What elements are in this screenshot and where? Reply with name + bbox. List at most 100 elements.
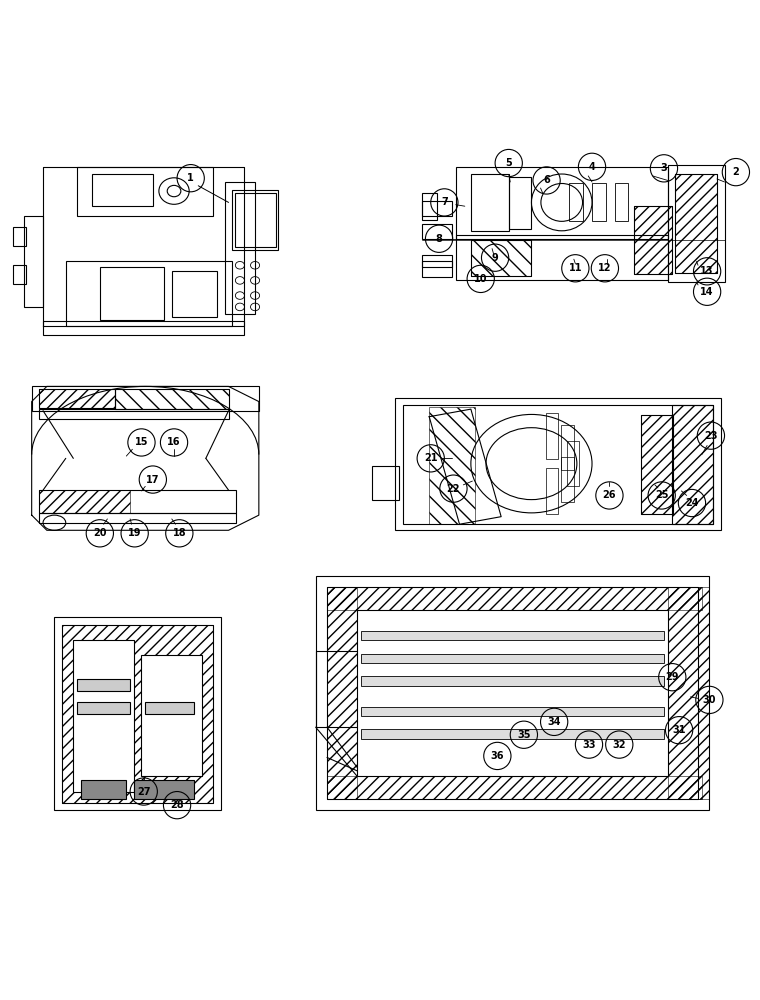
Bar xyxy=(115,389,229,409)
Bar xyxy=(141,655,202,776)
Bar xyxy=(676,174,717,273)
Text: 6: 6 xyxy=(543,175,550,185)
Text: 30: 30 xyxy=(703,695,716,705)
Text: 31: 31 xyxy=(673,725,686,735)
Bar xyxy=(508,177,531,229)
Bar xyxy=(40,409,229,419)
Bar xyxy=(422,261,452,277)
Bar xyxy=(40,389,115,408)
Bar xyxy=(327,776,701,799)
Bar xyxy=(615,183,629,221)
Bar xyxy=(546,413,559,459)
Polygon shape xyxy=(429,409,501,524)
Text: 17: 17 xyxy=(146,475,160,485)
Bar xyxy=(77,679,130,691)
Bar xyxy=(634,206,672,274)
Text: 25: 25 xyxy=(655,490,669,500)
Bar xyxy=(233,190,277,250)
Bar xyxy=(471,240,531,276)
Bar xyxy=(327,587,357,799)
Text: 34: 34 xyxy=(547,717,561,727)
Text: 35: 35 xyxy=(517,730,530,740)
Bar xyxy=(361,631,664,640)
Text: 12: 12 xyxy=(598,263,612,273)
Text: 22: 22 xyxy=(447,484,461,494)
Bar xyxy=(471,240,531,276)
Text: 9: 9 xyxy=(492,253,499,263)
Bar xyxy=(92,174,153,206)
Text: 14: 14 xyxy=(701,287,714,297)
Bar xyxy=(134,780,195,799)
Bar xyxy=(429,407,475,524)
Bar xyxy=(225,182,255,314)
Text: 8: 8 xyxy=(435,234,442,244)
Bar xyxy=(327,587,701,610)
Bar xyxy=(43,321,244,335)
Bar xyxy=(361,707,664,716)
Text: 27: 27 xyxy=(137,787,150,797)
Bar xyxy=(24,216,43,307)
Bar xyxy=(567,441,579,486)
Bar xyxy=(592,183,606,221)
Bar xyxy=(62,625,214,803)
Bar xyxy=(315,576,709,810)
Text: 23: 23 xyxy=(705,431,717,441)
Text: 11: 11 xyxy=(568,263,582,273)
Bar xyxy=(40,389,115,408)
Bar xyxy=(40,490,130,513)
Bar xyxy=(77,702,130,714)
Bar xyxy=(672,405,713,524)
Text: 29: 29 xyxy=(666,672,679,682)
Text: 13: 13 xyxy=(701,266,714,276)
Bar xyxy=(77,167,214,216)
Bar xyxy=(456,167,668,239)
Bar xyxy=(422,201,452,216)
Bar xyxy=(361,654,664,663)
Bar xyxy=(62,625,214,803)
Text: 33: 33 xyxy=(582,740,596,750)
Bar xyxy=(13,227,27,246)
Bar xyxy=(327,587,698,799)
Bar xyxy=(145,702,195,714)
Text: 18: 18 xyxy=(173,528,186,538)
Bar xyxy=(676,174,717,273)
Bar xyxy=(172,271,217,317)
Bar xyxy=(372,466,399,500)
Bar xyxy=(100,267,164,320)
Bar xyxy=(422,255,452,267)
Text: 7: 7 xyxy=(441,197,448,207)
Bar xyxy=(422,193,437,220)
Text: 20: 20 xyxy=(93,528,106,538)
Text: 4: 4 xyxy=(589,162,595,172)
Text: 1: 1 xyxy=(187,173,194,183)
Bar xyxy=(40,490,236,513)
Bar xyxy=(471,174,508,231)
Bar xyxy=(395,398,720,530)
Bar xyxy=(361,676,664,686)
Bar xyxy=(422,224,452,239)
Text: 21: 21 xyxy=(424,453,438,463)
Bar xyxy=(315,651,361,727)
Text: 32: 32 xyxy=(613,740,626,750)
Bar xyxy=(403,405,713,524)
Text: 19: 19 xyxy=(128,528,141,538)
Text: 16: 16 xyxy=(167,437,181,447)
Bar xyxy=(55,617,221,810)
Bar xyxy=(672,405,713,524)
Text: 10: 10 xyxy=(474,274,487,284)
Bar xyxy=(81,780,126,799)
Text: 28: 28 xyxy=(170,800,184,810)
Bar xyxy=(668,587,709,799)
Bar xyxy=(641,415,673,514)
Bar xyxy=(357,610,668,776)
Bar xyxy=(668,165,724,282)
Bar xyxy=(562,457,574,502)
Text: 26: 26 xyxy=(603,490,616,500)
Bar xyxy=(546,468,559,514)
Bar xyxy=(13,265,27,284)
Text: 24: 24 xyxy=(686,498,698,508)
Text: 3: 3 xyxy=(660,163,667,173)
Bar xyxy=(456,235,668,280)
Bar xyxy=(361,729,664,739)
Bar xyxy=(40,513,236,523)
